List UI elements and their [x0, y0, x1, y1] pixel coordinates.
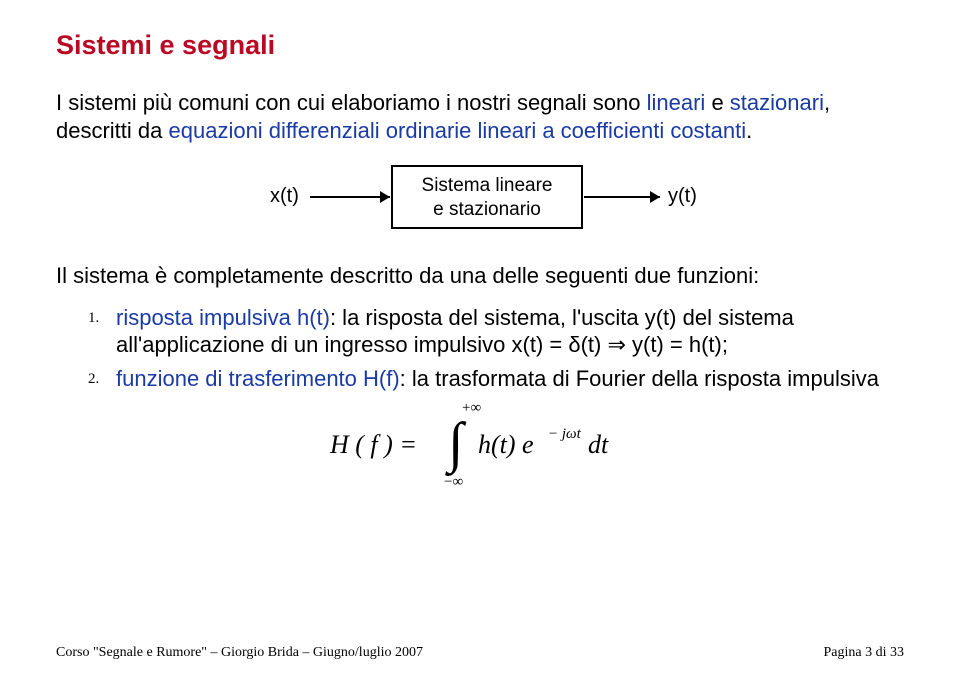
list-item-kw: funzione di trasferimento H(f): [116, 366, 400, 391]
formula-exponent: − jωt: [548, 426, 582, 442]
diagram-input-label: x(t): [270, 185, 299, 207]
list-item: 2. funzione di trasferimento H(f): la tr…: [88, 365, 904, 393]
formula-lower-limit: −∞: [444, 474, 463, 488]
formula: H ( f ) = ∫ +∞ −∞ h(t) e − jωt dt: [330, 398, 630, 488]
intro-pre: I sistemi più comuni con cui elaboriamo …: [56, 90, 647, 115]
intro2-paragraph: Il sistema è completamente descritto da …: [56, 262, 904, 290]
intro-kw3: equazioni differenziali ordinarie linear…: [169, 118, 747, 143]
integral-sign: ∫: [445, 412, 467, 477]
intro-mid1: e: [705, 90, 729, 115]
diagram-output-label: y(t): [668, 185, 697, 207]
list-number: 1.: [88, 304, 116, 327]
diagram-arrowhead-left: [380, 191, 390, 203]
definitions-list: 1. risposta impulsiva h(t): la risposta …: [88, 304, 904, 393]
intro-paragraph: I sistemi più comuni con cui elaboriamo …: [56, 89, 904, 144]
diagram-box-line2: e stazionario: [433, 199, 541, 220]
formula-rhs2: dt: [588, 430, 609, 459]
list-item: 1. risposta impulsiva h(t): la risposta …: [88, 304, 904, 359]
list-number: 2.: [88, 365, 116, 388]
page-footer: Corso "Segnale e Rumore" – Giorgio Brida…: [56, 645, 904, 661]
list-item-text: risposta impulsiva h(t): la risposta del…: [116, 304, 904, 359]
intro-kw1: lineari: [647, 90, 706, 115]
intro-end: .: [746, 118, 752, 143]
formula-upper-limit: +∞: [462, 400, 481, 416]
list-item-kw: risposta impulsiva h(t): [116, 305, 330, 330]
formula-lhs: H ( f ) =: [330, 430, 417, 459]
page-title: Sistemi e segnali: [56, 30, 904, 61]
formula-rhs1: h(t) e: [478, 430, 534, 459]
list-item-rest: : la trasformata di Fourier della rispos…: [400, 366, 879, 391]
block-diagram: x(t) Sistema lineare e stazionario y(t): [260, 158, 700, 236]
diagram-box-line1: Sistema lineare: [422, 175, 553, 196]
diagram-arrowhead-right: [650, 191, 660, 203]
list-item-text: funzione di trasferimento H(f): la trasf…: [116, 365, 879, 393]
footer-right: Pagina 3 di 33: [824, 645, 905, 661]
footer-left: Corso "Segnale e Rumore" – Giorgio Brida…: [56, 645, 423, 661]
intro-kw2: stazionari: [730, 90, 824, 115]
